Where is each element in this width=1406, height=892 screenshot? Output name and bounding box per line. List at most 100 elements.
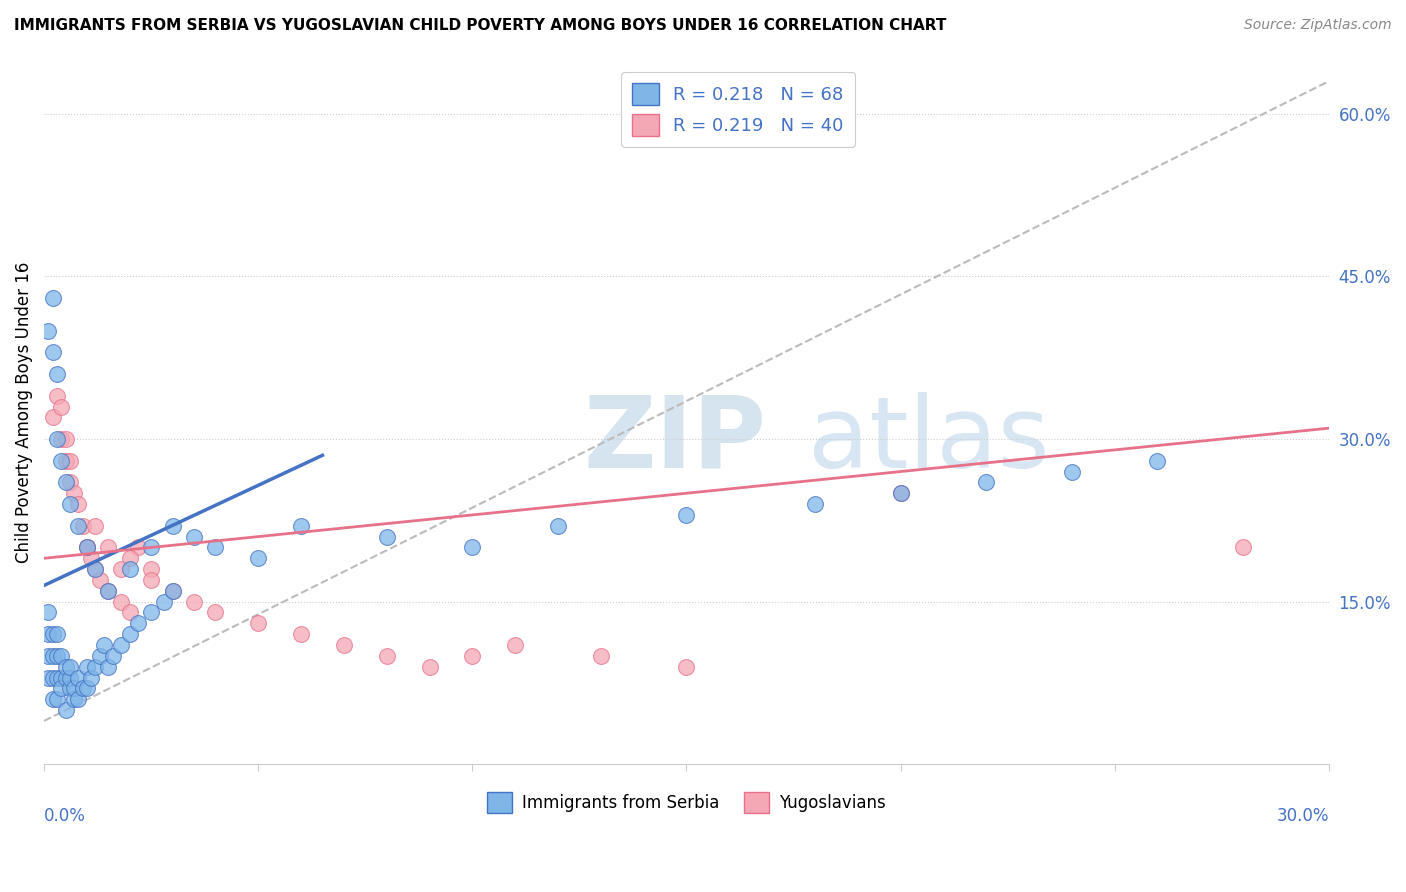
Point	[46, 367, 69, 381]
Point	[118, 606, 141, 620]
Point	[97, 659, 120, 673]
Point	[59, 475, 82, 490]
Point	[141, 573, 163, 587]
Point	[110, 562, 132, 576]
Point	[461, 541, 484, 555]
Point	[461, 648, 484, 663]
Point	[37, 648, 59, 663]
Point	[290, 627, 312, 641]
Point	[67, 692, 90, 706]
Point	[890, 486, 912, 500]
Text: IMMIGRANTS FROM SERBIA VS YUGOSLAVIAN CHILD POVERTY AMONG BOYS UNDER 16 CORRELAT: IMMIGRANTS FROM SERBIA VS YUGOSLAVIAN CH…	[14, 18, 946, 33]
Point	[51, 681, 73, 696]
Point	[76, 659, 98, 673]
Point	[97, 583, 120, 598]
Point	[247, 551, 270, 566]
Text: 30.0%: 30.0%	[1277, 806, 1329, 824]
Point	[89, 648, 111, 663]
Point	[97, 541, 120, 555]
Point	[84, 562, 107, 576]
Point	[55, 475, 77, 490]
Point	[63, 681, 86, 696]
Point	[55, 703, 77, 717]
Point	[375, 530, 398, 544]
Point	[141, 541, 163, 555]
Point	[41, 692, 63, 706]
Point	[118, 562, 141, 576]
Point	[37, 671, 59, 685]
Point	[118, 551, 141, 566]
Point	[127, 541, 149, 555]
Point	[59, 681, 82, 696]
Point	[63, 486, 86, 500]
Point	[675, 659, 697, 673]
Point	[118, 627, 141, 641]
Point	[804, 497, 827, 511]
Point	[84, 518, 107, 533]
Text: 0.0%: 0.0%	[44, 806, 86, 824]
Point	[84, 659, 107, 673]
Point	[418, 659, 440, 673]
Point	[162, 583, 184, 598]
Point	[80, 671, 103, 685]
Point	[67, 497, 90, 511]
Point	[290, 518, 312, 533]
Point	[76, 541, 98, 555]
Point	[51, 671, 73, 685]
Point	[675, 508, 697, 522]
Point	[375, 648, 398, 663]
Point	[76, 541, 98, 555]
Point	[37, 627, 59, 641]
Point	[46, 671, 69, 685]
Point	[97, 583, 120, 598]
Point	[1060, 465, 1083, 479]
Point	[59, 671, 82, 685]
Text: Source: ZipAtlas.com: Source: ZipAtlas.com	[1244, 18, 1392, 32]
Point	[89, 573, 111, 587]
Point	[55, 659, 77, 673]
Point	[37, 606, 59, 620]
Point	[110, 638, 132, 652]
Point	[76, 681, 98, 696]
Point	[55, 671, 77, 685]
Point	[37, 324, 59, 338]
Point	[41, 345, 63, 359]
Legend: Immigrants from Serbia, Yugoslavians: Immigrants from Serbia, Yugoslavians	[481, 786, 893, 820]
Point	[1232, 541, 1254, 555]
Y-axis label: Child Poverty Among Boys Under 16: Child Poverty Among Boys Under 16	[15, 261, 32, 563]
Point	[127, 616, 149, 631]
Point	[93, 638, 115, 652]
Point	[41, 410, 63, 425]
Point	[101, 648, 124, 663]
Point	[72, 681, 94, 696]
Point	[55, 454, 77, 468]
Point	[547, 518, 569, 533]
Point	[890, 486, 912, 500]
Point	[46, 389, 69, 403]
Point	[72, 518, 94, 533]
Point	[1146, 454, 1168, 468]
Point	[110, 594, 132, 608]
Point	[55, 432, 77, 446]
Point	[46, 648, 69, 663]
Point	[63, 692, 86, 706]
Point	[51, 400, 73, 414]
Point	[84, 562, 107, 576]
Point	[59, 454, 82, 468]
Text: atlas: atlas	[808, 392, 1050, 489]
Point	[503, 638, 526, 652]
Point	[41, 291, 63, 305]
Point	[204, 606, 226, 620]
Point	[41, 648, 63, 663]
Point	[333, 638, 356, 652]
Point	[59, 497, 82, 511]
Point	[76, 541, 98, 555]
Point	[51, 432, 73, 446]
Point	[153, 594, 176, 608]
Point	[67, 671, 90, 685]
Point	[183, 530, 205, 544]
Point	[67, 518, 90, 533]
Point	[204, 541, 226, 555]
Text: ZIP: ZIP	[583, 392, 766, 489]
Point	[141, 606, 163, 620]
